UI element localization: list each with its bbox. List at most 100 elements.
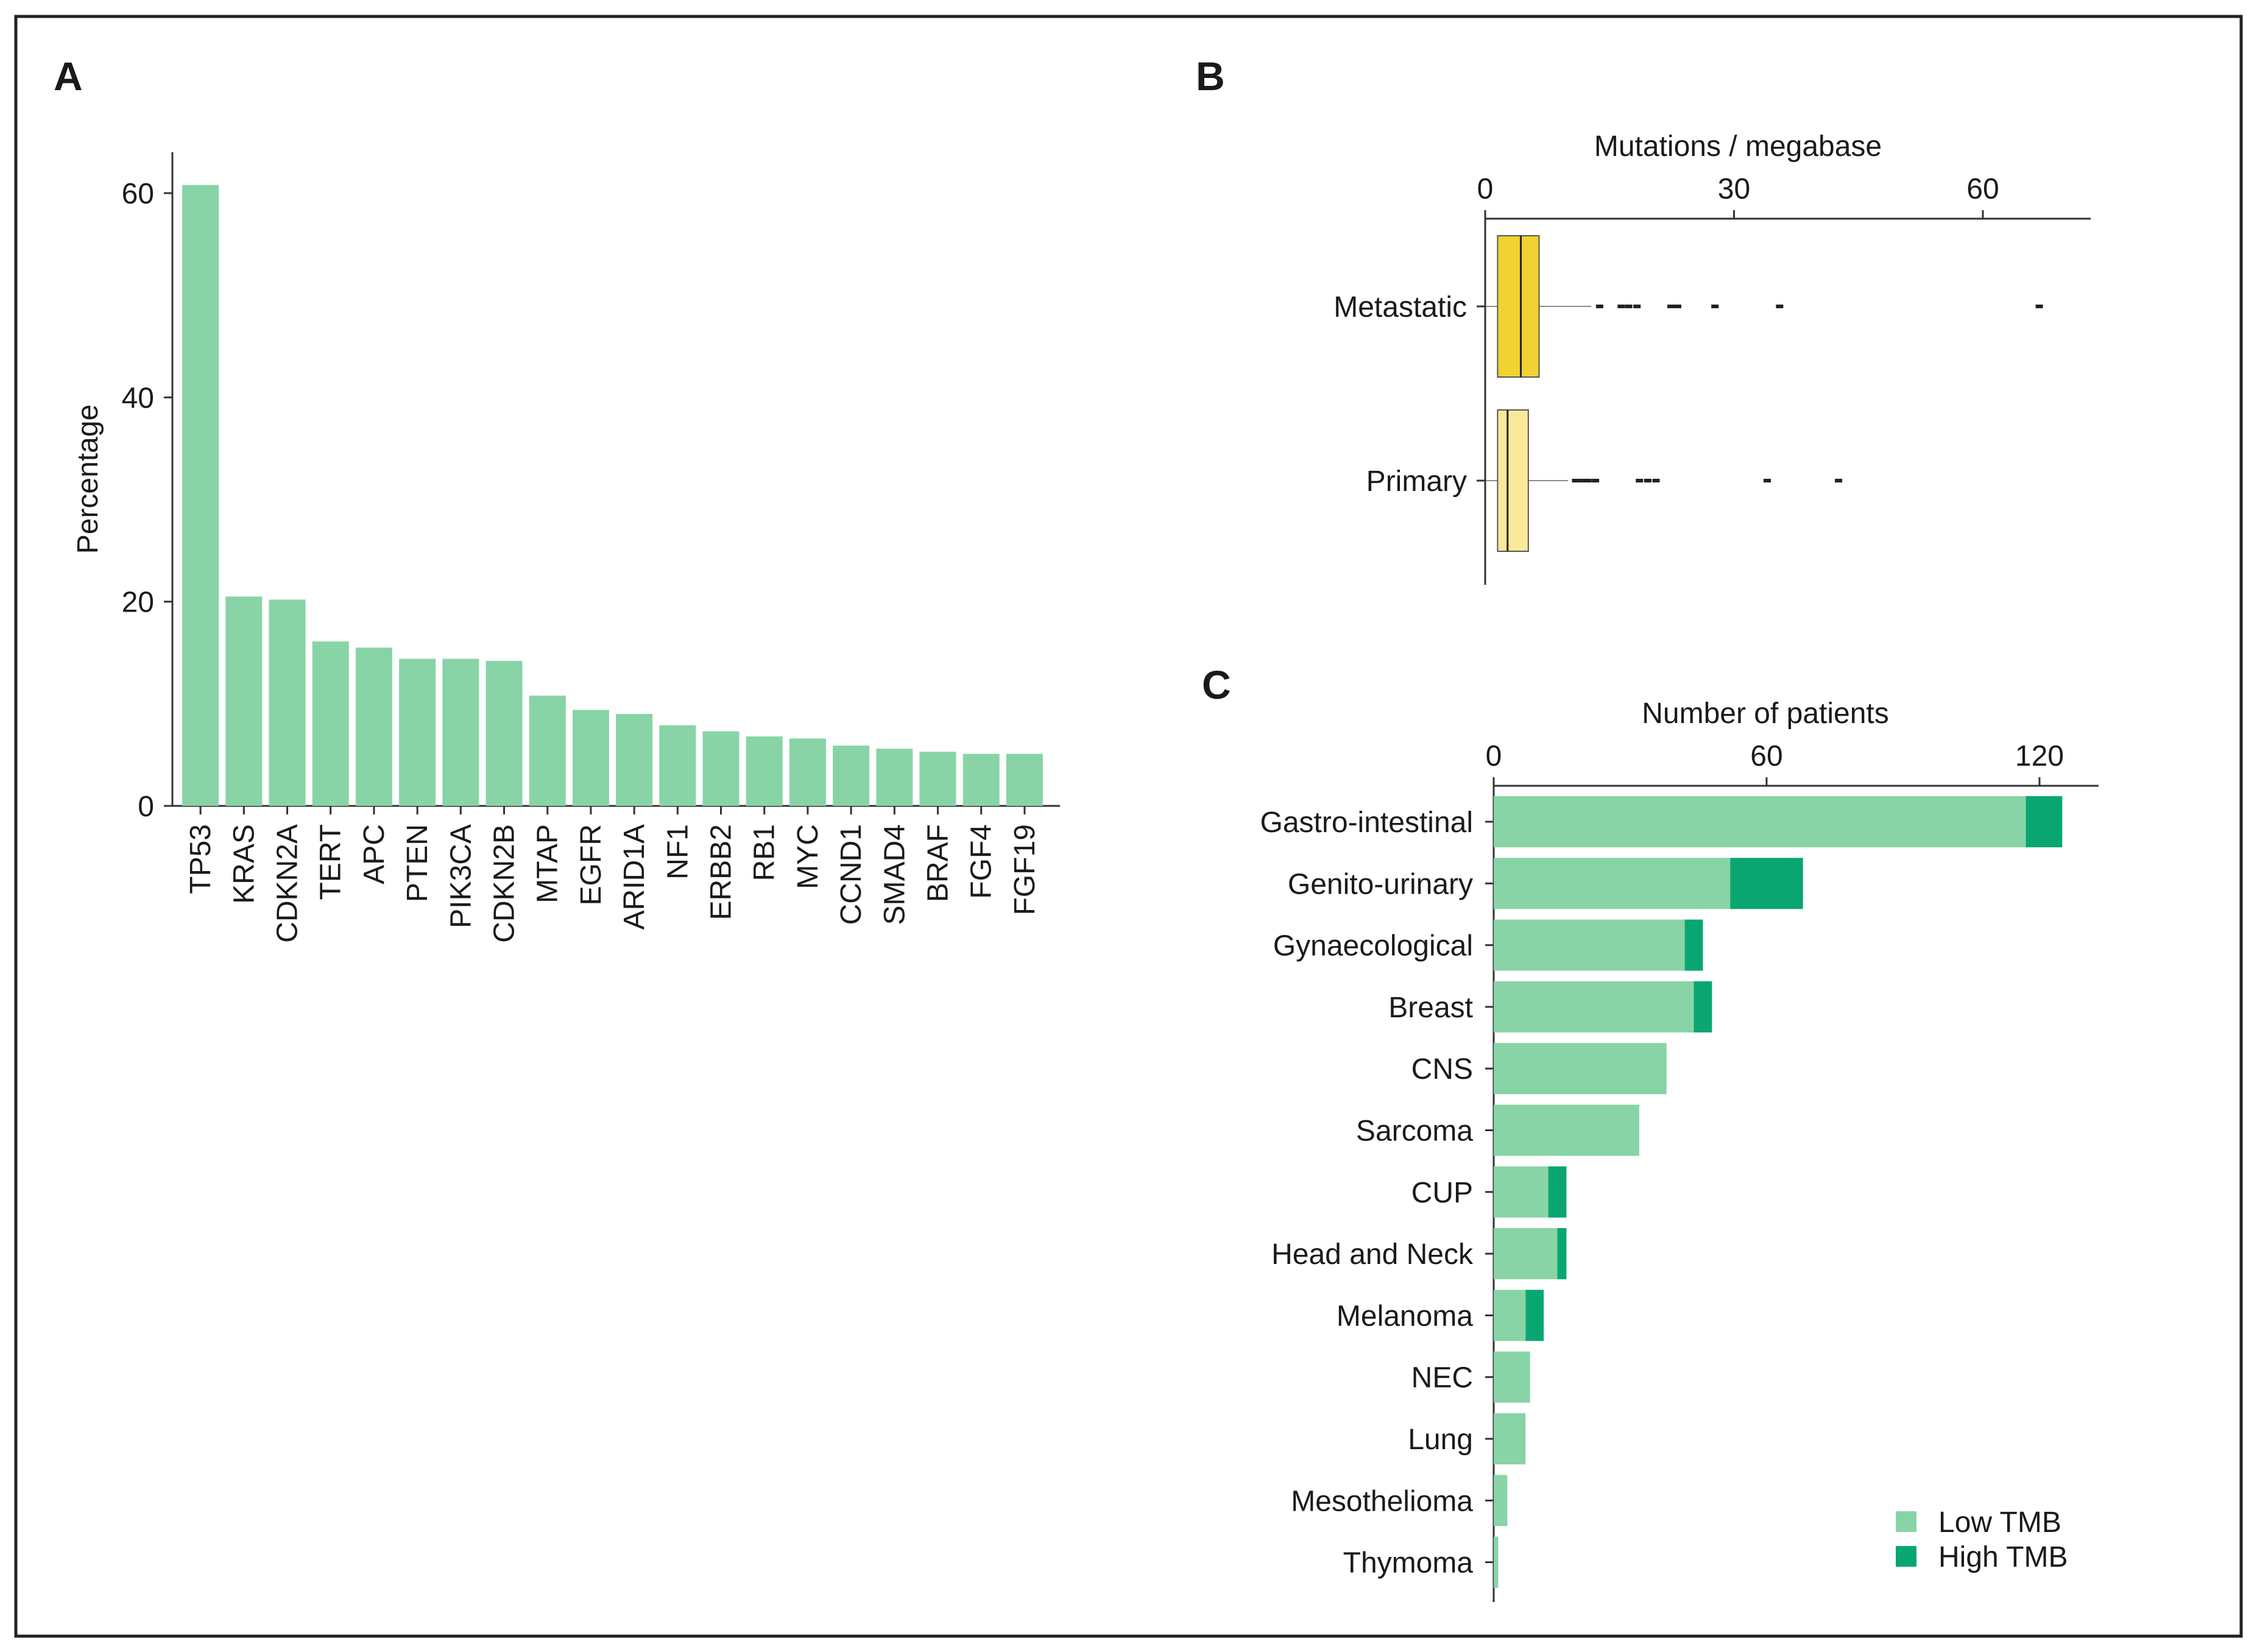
panel-c-legend-label: High TMB bbox=[1938, 1541, 2068, 1573]
panel-b-outlier bbox=[1577, 479, 1585, 482]
panel-a-category-label: EGFR bbox=[575, 824, 607, 905]
panel-a-y-tick-label: 0 bbox=[138, 791, 154, 823]
panel-b-box bbox=[1497, 235, 1540, 378]
panel-b-outlier bbox=[1763, 479, 1771, 482]
panel-a-category-label: TP53 bbox=[185, 824, 217, 894]
panel-a-chart: 0 20 40 60 Percentage TP53 KRAS CDKN2A TERT APC PT… bbox=[72, 152, 1060, 943]
panel-b-outlier bbox=[1711, 305, 1719, 308]
panel-b-outlier bbox=[1636, 479, 1644, 482]
panel-c-legend-label: Low TMB bbox=[1938, 1506, 2061, 1539]
panel-c-bar-low-tmb bbox=[1494, 1536, 1499, 1588]
panel-a-bar bbox=[269, 599, 306, 806]
panel-a-y-tick-label: 20 bbox=[122, 587, 154, 619]
panel-c-bar-low-tmb bbox=[1494, 1475, 1508, 1527]
panel-a-bar bbox=[355, 648, 392, 806]
panel-c-category-label: CNS bbox=[1411, 1053, 1473, 1085]
panel-a-bar bbox=[746, 736, 783, 806]
panel-a-category-label: PIK3CA bbox=[445, 824, 477, 928]
panel-b-box bbox=[1497, 409, 1529, 552]
panel-a-bar bbox=[919, 752, 956, 806]
panel-b-outlier bbox=[1776, 305, 1784, 308]
panel-a-bar bbox=[1006, 754, 1043, 806]
panel-a-bar bbox=[962, 754, 1000, 806]
panel-b-outlier bbox=[1572, 479, 1580, 482]
panel-b-chart: 0 30 60 Mutations / megabase Metastatic Prima… bbox=[1333, 130, 2091, 585]
panel-b-x-axis-label: Mutations / megabase bbox=[1594, 130, 1882, 163]
panel-a-category-label: MYC bbox=[792, 824, 824, 889]
panel-a-category-label: PTEN bbox=[401, 824, 434, 902]
panel-c-category-label: Head and Neck bbox=[1271, 1238, 1474, 1271]
panel-c-bar-low-tmb bbox=[1494, 796, 2026, 847]
panel-a-bar bbox=[225, 596, 263, 806]
panel-c-category-label: NEC bbox=[1411, 1362, 1473, 1394]
panel-a-category-label: TERT bbox=[315, 824, 347, 900]
panel-a-category-label: MTAP bbox=[532, 824, 564, 903]
panel-a-bar bbox=[833, 746, 870, 806]
panel-a-y-tick-label: 40 bbox=[122, 382, 154, 414]
panel-a-category-label: FGF4 bbox=[966, 824, 998, 899]
panel-b-outlier bbox=[2035, 305, 2043, 308]
panel-a-bar bbox=[529, 695, 566, 806]
panel-c-bar-low-tmb bbox=[1494, 919, 1685, 971]
panel-a-category-label: KRAS bbox=[228, 824, 260, 904]
panel-a-y-axis-label: Percentage bbox=[72, 404, 104, 554]
panel-c-bar-high-tmb bbox=[1730, 858, 1803, 909]
panel-c-bar-high-tmb bbox=[1525, 1290, 1544, 1341]
panel-c-bar-high-tmb bbox=[1557, 1228, 1567, 1280]
panel-a-bar bbox=[486, 660, 523, 806]
panel-a-category-label: CDKN2B bbox=[489, 824, 521, 943]
panel-a-category-label: CCND1 bbox=[835, 824, 867, 925]
panel-c-legend-swatch bbox=[1896, 1546, 1916, 1567]
panel-a-bar bbox=[659, 725, 696, 806]
panel-b-group-label: Primary bbox=[1366, 465, 1467, 498]
panel-b-x-tick-label: 60 bbox=[1966, 173, 1999, 205]
panel-a-bar bbox=[702, 731, 740, 806]
panel-a-bar bbox=[789, 738, 826, 806]
panel-c-category-label: Gynaecological bbox=[1273, 930, 1473, 962]
panel-c-bar-high-tmb bbox=[1684, 919, 1703, 971]
panel-b-x-tick-label: 30 bbox=[1718, 173, 1750, 205]
panel-a-bar bbox=[616, 714, 653, 806]
figure-border bbox=[14, 15, 2243, 1638]
panel-a-category-label: RB1 bbox=[749, 824, 781, 881]
panel-c-category-label: Lung bbox=[1408, 1424, 1473, 1456]
panel-b-x-tick-label: 0 bbox=[1477, 173, 1494, 205]
panel-a-category-label: SMAD4 bbox=[878, 824, 911, 925]
panel-a-category-label: FGF19 bbox=[1009, 824, 1041, 915]
panel-a-category-label: NF1 bbox=[662, 824, 694, 880]
panel-c-bar-low-tmb bbox=[1494, 1290, 1526, 1341]
panel-b-outlier bbox=[1633, 305, 1641, 308]
panel-c-bar-high-tmb bbox=[2026, 796, 2063, 847]
panel-b-outlier bbox=[1652, 479, 1660, 482]
panel-c-category-label: CUP bbox=[1411, 1177, 1473, 1209]
panel-c-category-label: Gastro-intestinal bbox=[1260, 807, 1473, 839]
panel-c-bar-low-tmb bbox=[1494, 1228, 1558, 1280]
panel-c-bar-low-tmb bbox=[1494, 1166, 1549, 1218]
panel-a-category-label: APC bbox=[358, 824, 390, 884]
panel-b-outlier bbox=[1644, 479, 1651, 482]
panel-a-category-label: CDKN2A bbox=[272, 824, 304, 943]
panel-b-group-label: Metastatic bbox=[1333, 291, 1467, 323]
panel-c-category-label: Mesothelioma bbox=[1291, 1485, 1473, 1517]
panel-b-outlier bbox=[1835, 479, 1843, 482]
panel-a-bar bbox=[572, 710, 609, 806]
panel-c-chart: 0 60 120 Number of patients Gastro-intestina… bbox=[1260, 697, 2099, 1602]
panel-b-letter: B bbox=[1196, 54, 1225, 99]
panel-a-bar bbox=[312, 641, 349, 806]
panel-a-category-label: ARID1A bbox=[618, 824, 651, 930]
panel-b-outlier bbox=[1595, 305, 1603, 308]
panel-a-category-label: BRAF bbox=[922, 824, 955, 902]
panel-b-outlier bbox=[1625, 305, 1633, 308]
panel-a-category-label: ERBB2 bbox=[705, 824, 738, 920]
panel-c-x-tick-label: 60 bbox=[1750, 740, 1782, 772]
panel-a-bar bbox=[442, 658, 479, 806]
panel-c-category-label: Sarcoma bbox=[1356, 1115, 1473, 1148]
panel-c-category-label: Genito-urinary bbox=[1288, 868, 1473, 900]
panel-c-bar-high-tmb bbox=[1694, 981, 1712, 1032]
panel-b-outlier bbox=[1584, 479, 1592, 482]
panel-a-bar bbox=[182, 185, 219, 806]
panel-c-x-axis-label: Number of patients bbox=[1642, 697, 1889, 730]
panel-c-bar-high-tmb bbox=[1548, 1166, 1567, 1218]
panel-a-letter: A bbox=[54, 54, 83, 99]
